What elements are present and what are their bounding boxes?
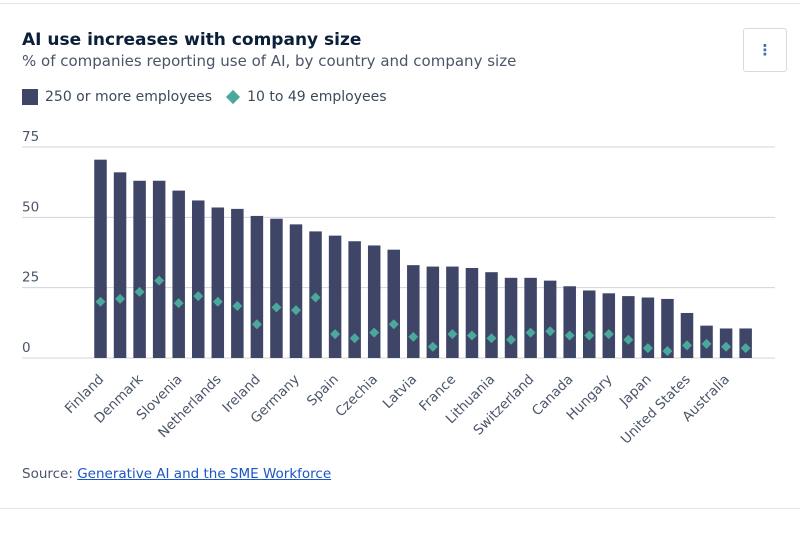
diamond-marker — [447, 329, 458, 340]
y-tick-label: 25 — [22, 270, 39, 286]
legend-bar-swatch — [22, 89, 38, 105]
bar — [348, 241, 361, 358]
bar — [387, 249, 400, 358]
bar — [426, 266, 440, 358]
diamond-marker — [173, 298, 184, 309]
diamond-marker — [466, 330, 477, 341]
diamond-marker — [623, 334, 634, 345]
legend-diamond-swatch — [225, 89, 241, 105]
x-tick-label: Latvia — [380, 372, 420, 412]
bar — [407, 265, 420, 358]
diamond-marker — [427, 341, 438, 352]
diamond-marker — [584, 330, 595, 341]
diamond-marker — [330, 329, 341, 340]
diamond-marker — [408, 331, 419, 342]
bar — [583, 290, 596, 358]
legend-label-large: 250 or more employees — [45, 89, 213, 105]
top-divider — [0, 3, 800, 4]
bar — [328, 235, 342, 358]
y-tick-label: 75 — [22, 129, 39, 145]
diamond-marker — [662, 345, 673, 356]
bar — [680, 312, 694, 358]
bar — [465, 267, 479, 358]
chart-subtitle: % of companies reporting use of AI, by c… — [22, 52, 517, 70]
diamond-marker — [369, 327, 380, 338]
bar — [504, 277, 518, 358]
diamond-marker — [212, 296, 223, 307]
bar — [133, 180, 146, 358]
diamond-marker — [232, 300, 243, 311]
bar — [367, 245, 381, 358]
chart-legend: 250 or more employees 10 to 49 employees — [22, 89, 387, 105]
diamond-marker — [291, 305, 301, 316]
diamond-marker — [721, 341, 732, 352]
diamond-marker — [564, 330, 575, 341]
diamond-marker — [388, 319, 399, 330]
diamond-marker — [545, 326, 556, 337]
bar — [211, 207, 225, 358]
y-tick-label: 0 — [22, 340, 31, 356]
legend-label-small: 10 to 49 employees — [247, 89, 387, 105]
diamond-marker — [603, 329, 614, 340]
bar — [563, 286, 576, 358]
bar — [192, 200, 205, 358]
diamond-marker — [349, 333, 360, 344]
source-line: Source: Generative AI and the SME Workfo… — [22, 466, 331, 482]
bar — [543, 280, 557, 358]
y-tick-label: 50 — [22, 199, 39, 215]
bottom-divider — [0, 508, 800, 509]
bar — [113, 172, 127, 358]
diamond-marker — [310, 292, 321, 303]
more-vertical-icon: ⋮ — [757, 41, 773, 59]
bar — [231, 208, 244, 358]
diamond-marker — [525, 327, 536, 338]
diamond-marker — [193, 291, 204, 302]
chart-menu-button[interactable]: ⋮ — [743, 28, 787, 72]
diamond-marker — [642, 343, 653, 354]
bar — [446, 266, 459, 358]
diamond-marker — [154, 275, 165, 286]
bar — [289, 224, 303, 358]
diamond-marker — [95, 296, 106, 307]
bar — [641, 297, 655, 358]
bar — [602, 293, 616, 358]
x-tick-label: Czechia — [332, 372, 381, 421]
chart-title: AI use increases with company size — [22, 30, 362, 50]
bar — [250, 215, 264, 358]
diamond-marker — [740, 343, 751, 354]
diamond-marker — [506, 334, 517, 345]
bar — [524, 277, 537, 358]
diamond-marker — [115, 293, 126, 304]
source-prefix: Source: — [22, 466, 78, 482]
bar — [485, 272, 498, 358]
diamond-marker — [134, 286, 145, 297]
bar — [622, 296, 635, 358]
bar-chart: 0255075FinlandDenmarkSloveniaNetherlands… — [22, 129, 775, 447]
diamond-marker — [682, 340, 692, 351]
source-link[interactable]: Generative AI and the SME Workforce — [77, 466, 332, 482]
diamond-marker — [251, 319, 262, 330]
bar — [270, 218, 283, 358]
diamond-marker — [271, 302, 282, 313]
diamond-marker — [486, 333, 497, 344]
bar — [152, 180, 166, 358]
bar — [661, 298, 674, 358]
diamond-marker — [701, 338, 712, 349]
bar — [172, 190, 185, 358]
bar — [94, 159, 107, 358]
